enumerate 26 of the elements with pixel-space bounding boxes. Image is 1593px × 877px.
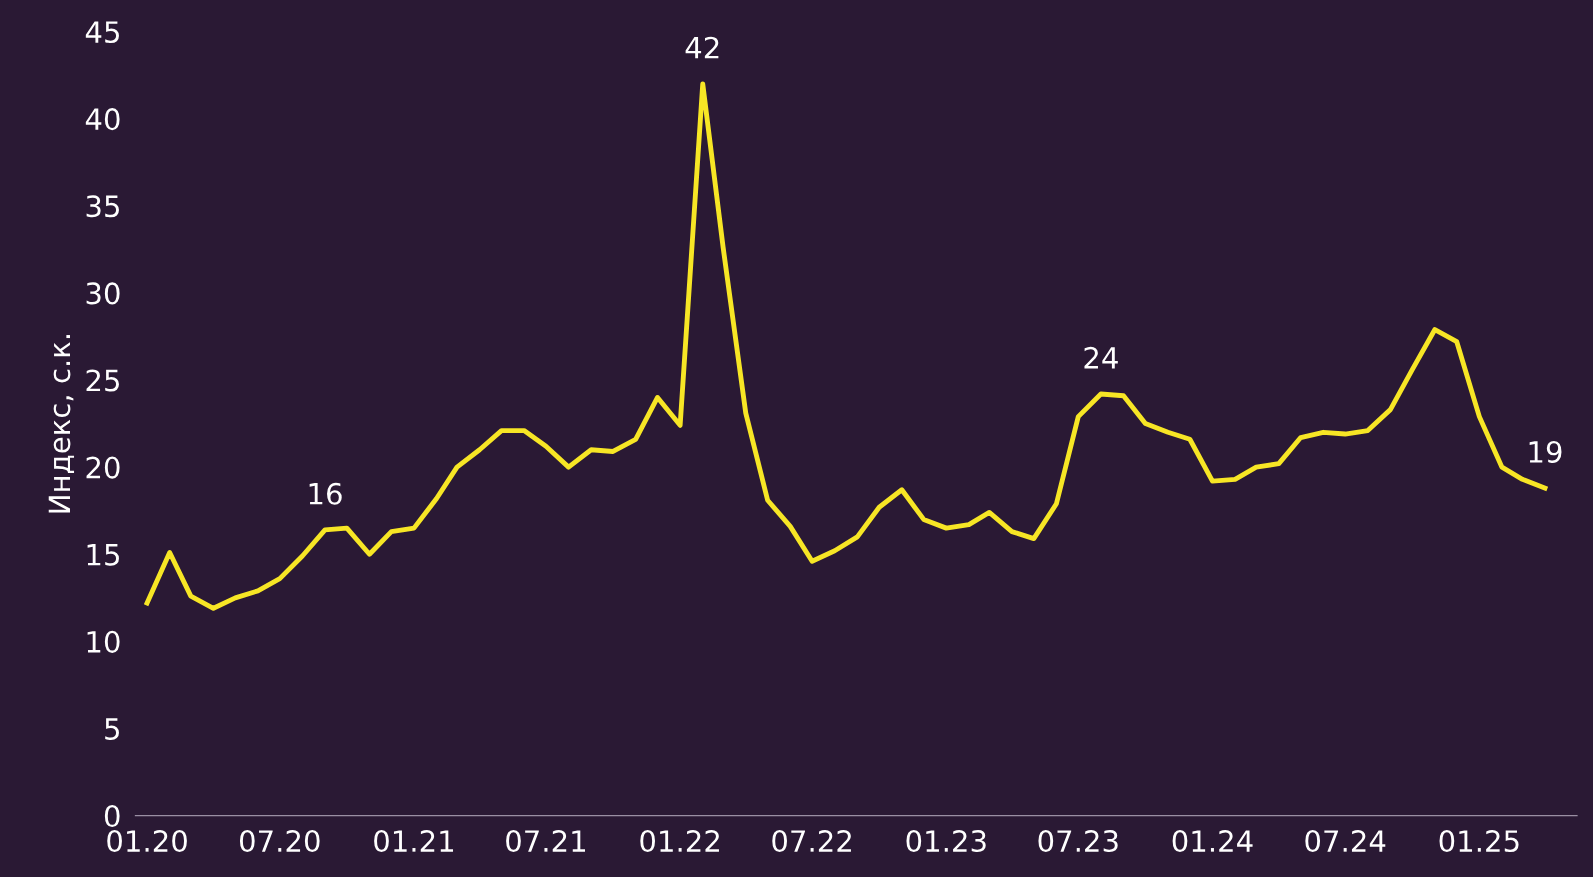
y-tick-label: 15 <box>87 544 119 566</box>
annotation: 16 <box>309 482 342 505</box>
y-tick-label: 30 <box>86 282 120 305</box>
x-tick-label: 01.21 <box>374 830 454 853</box>
y-tick-label: 45 <box>85 21 119 44</box>
annotation: 42 <box>685 36 719 59</box>
x-tick-label: 07.20 <box>239 830 320 853</box>
x-tick-label: 07.22 <box>772 830 851 853</box>
y-tick-label: 40 <box>85 108 120 131</box>
y-tick-label: 25 <box>86 369 119 392</box>
x-tick-label: 07.23 <box>1038 830 1118 853</box>
x-tick-label: 07.24 <box>1305 830 1386 853</box>
x-tick-label: 01.23 <box>906 830 986 853</box>
x-tick-label: 01.25 <box>1439 830 1519 853</box>
y-tick-label: 0 <box>104 805 120 828</box>
x-tick-label: 07.21 <box>506 830 586 853</box>
annotation: 19 <box>1529 440 1562 463</box>
y-tick-label: 35 <box>86 195 119 218</box>
x-tick-label: 01.22 <box>640 830 719 853</box>
x-tick-label: 01.24 <box>1172 830 1253 853</box>
annotation: 24 <box>1084 346 1118 369</box>
x-tick-label: 01.20 <box>107 830 187 853</box>
y-tick-label: 10 <box>87 630 120 653</box>
y-tick-label: 5 <box>105 718 119 740</box>
y-tick-label: 20 <box>86 456 120 479</box>
y-axis-title: Индекс, с.к. <box>48 335 75 513</box>
